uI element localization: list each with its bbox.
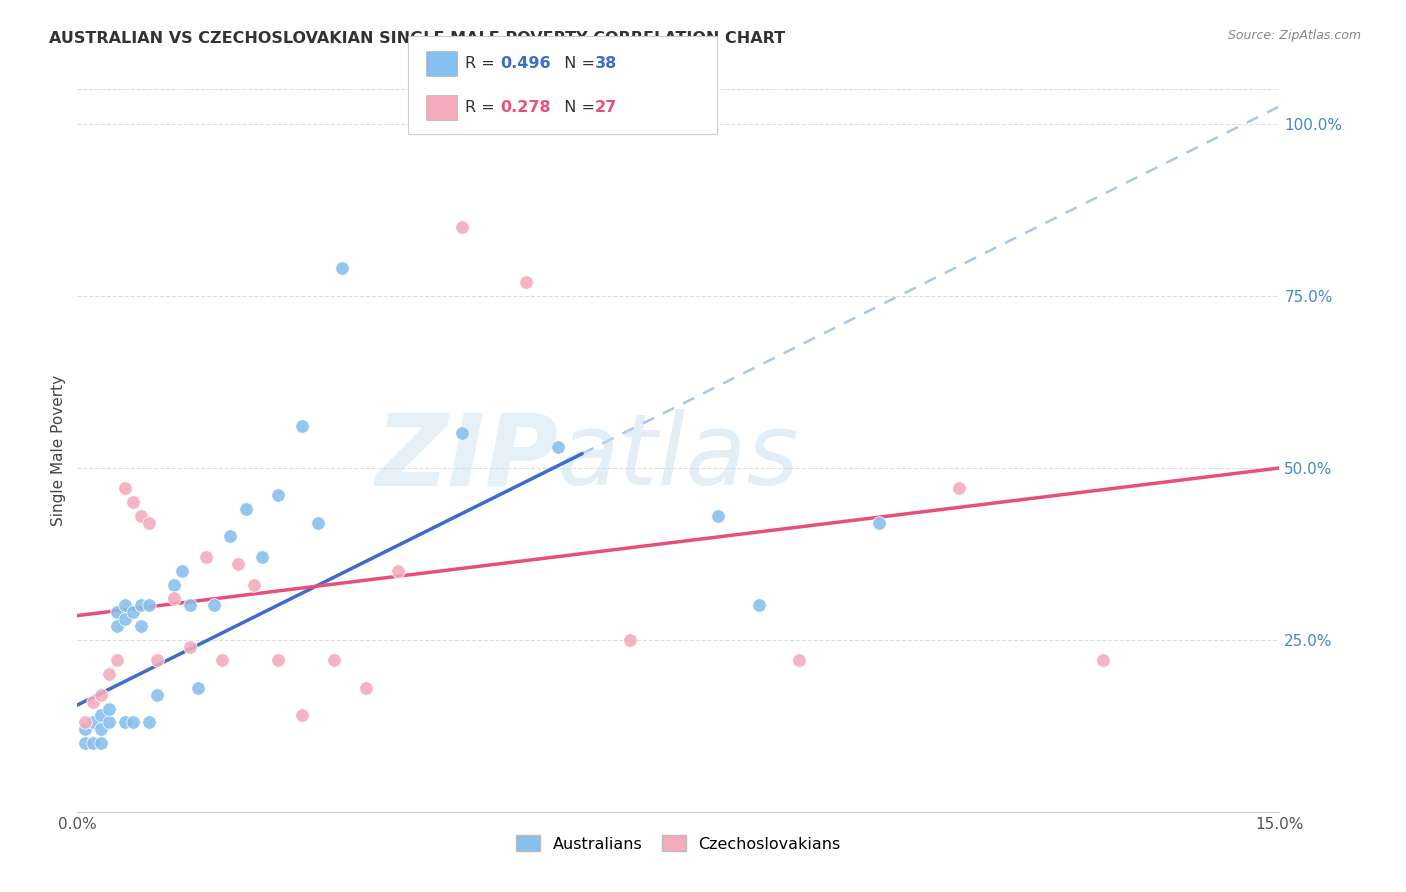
Point (82, 695, 104, 709)
Point (122, 495, 145, 509)
Text: 0.278: 0.278 (501, 100, 551, 114)
Point (186, 681, 209, 695)
Point (146, 688, 169, 702)
Point (98, 667, 121, 681)
Text: N =: N = (554, 100, 600, 114)
Point (131, 599, 153, 613)
Point (82, 736, 104, 750)
Point (291, 419, 314, 434)
Point (202, 599, 225, 613)
Point (451, 219, 474, 234)
Point (90, 722, 112, 736)
Point (107, 653, 129, 667)
Point (107, 619, 129, 633)
Point (114, 715, 136, 730)
Point (515, 275, 537, 289)
Point (98, 715, 121, 730)
Point (330, 261, 353, 276)
Text: R =: R = (465, 56, 501, 70)
Point (218, 529, 240, 543)
Point (75, 722, 97, 736)
Text: N =: N = (554, 56, 600, 70)
Point (619, 632, 641, 647)
Point (162, 577, 184, 591)
Point (242, 577, 264, 591)
Point (75, 736, 97, 750)
Point (787, 653, 810, 667)
Point (868, 516, 890, 530)
Point (235, 502, 257, 516)
Point (138, 516, 160, 530)
Point (114, 599, 136, 613)
Point (114, 612, 136, 626)
Point (131, 619, 153, 633)
Point (1092, 653, 1115, 667)
Text: ZIP: ZIP (375, 409, 558, 506)
Point (707, 508, 730, 523)
Point (948, 481, 970, 495)
Point (107, 605, 129, 619)
Text: R =: R = (465, 100, 501, 114)
Point (138, 599, 160, 613)
Point (162, 591, 184, 606)
Text: Source: ZipAtlas.com: Source: ZipAtlas.com (1227, 29, 1361, 42)
Point (114, 481, 136, 495)
Point (307, 516, 329, 530)
Point (322, 653, 344, 667)
Point (138, 715, 160, 730)
Text: 0.496: 0.496 (501, 56, 551, 70)
Point (146, 653, 169, 667)
Point (90, 688, 112, 702)
Point (748, 599, 770, 613)
Point (267, 653, 290, 667)
Point (211, 653, 233, 667)
Point (387, 564, 409, 578)
Point (75, 715, 97, 730)
Point (179, 599, 201, 613)
Text: 27: 27 (595, 100, 617, 114)
Text: 38: 38 (595, 56, 617, 70)
Point (267, 488, 290, 502)
Text: atlas: atlas (558, 409, 800, 506)
Point (82, 715, 104, 730)
Point (90, 708, 112, 723)
Point (194, 550, 217, 565)
Point (122, 605, 145, 619)
Point (291, 708, 314, 723)
Point (354, 681, 377, 695)
Point (547, 440, 569, 454)
Y-axis label: Single Male Poverty: Single Male Poverty (51, 375, 66, 526)
Point (122, 715, 145, 730)
Point (90, 736, 112, 750)
Point (226, 557, 249, 571)
Text: AUSTRALIAN VS CZECHOSLOVAKIAN SINGLE MALE POVERTY CORRELATION CHART: AUSTRALIAN VS CZECHOSLOVAKIAN SINGLE MAL… (49, 31, 786, 46)
Point (131, 508, 153, 523)
Point (250, 550, 273, 565)
Point (179, 640, 201, 654)
Point (451, 426, 474, 441)
Legend: Australians, Czechoslovakians: Australians, Czechoslovakians (510, 829, 846, 858)
Point (98, 701, 121, 715)
Point (170, 564, 193, 578)
